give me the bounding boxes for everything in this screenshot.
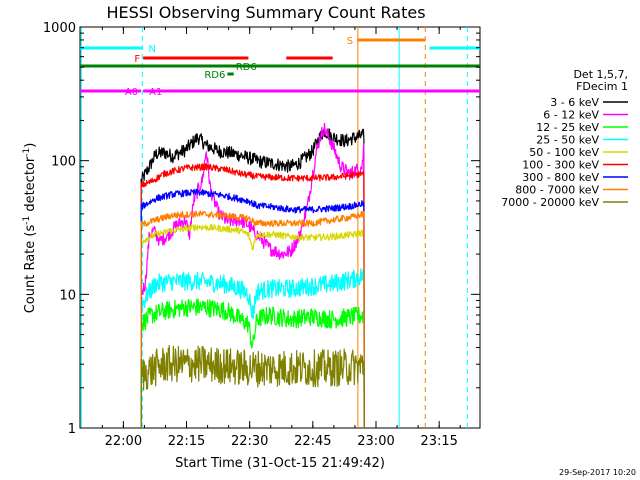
top-bar-label: F (134, 54, 140, 65)
y-axis-label-sup: -1 (22, 216, 32, 225)
y-axis-label-sup-2: -1 (22, 148, 32, 157)
legend-entry-label: 3 - 6 keV (550, 96, 599, 109)
legend-header-line: Det 1,5,7, (573, 68, 628, 81)
top-bar-label: A1 (149, 87, 162, 98)
y-axis-ticks: 1 10 100 1000 (43, 21, 480, 437)
series-line (140, 223, 365, 429)
legend-entry-label: 6 - 12 keV (543, 109, 599, 122)
legend-header-line: FDecim 1 (576, 80, 628, 93)
y-tick-label: 100 (51, 155, 76, 170)
series-lines (140, 122, 365, 429)
y-tick-label: 1 (68, 422, 76, 437)
legend-entry-label: 7000 - 20000 keV (501, 196, 599, 209)
x-tick-label: 22:30 (231, 434, 268, 449)
y-tick-label: 1000 (43, 21, 76, 36)
legend-entry-label: 50 - 100 keV (529, 146, 599, 159)
y-axis-label: Count Rate (s-1 detector-1) (22, 143, 38, 314)
y-axis-label-mid: detector (23, 156, 38, 216)
series-line (140, 210, 365, 429)
y-tick-label: 10 (59, 288, 76, 303)
y-axis-label-prefix: Count Rate (s (23, 225, 38, 314)
top-bar-label: A0 (125, 87, 138, 98)
chart-title: HESSI Observing Summary Count Rates (106, 3, 425, 22)
x-axis-ticks: 22:00 22:15 22:30 22:45 23:00 23:15 (101, 27, 461, 449)
x-axis-label: Start Time (31-Oct-15 21:49:42) (175, 456, 385, 471)
x-tick-label: 22:00 (105, 434, 142, 449)
series-line (140, 128, 365, 429)
legend-entry-label: 300 - 800 keV (522, 171, 599, 184)
top-bar-label: S (347, 36, 353, 47)
x-tick-label: 23:15 (420, 434, 457, 449)
top-bar-label: RD6 (204, 70, 225, 81)
series-line (140, 345, 365, 429)
legend-entry-label: 100 - 300 keV (522, 159, 599, 172)
footer-stamp: 29-Sep-2017 10:20 (559, 468, 636, 477)
series-line (140, 122, 365, 429)
top-bars: N S F RD6 RD6 A0 A1 (80, 36, 480, 98)
x-tick-label: 23:00 (357, 434, 394, 449)
y-axis-label-suffix: ) (23, 143, 38, 148)
plot-border (79, 26, 481, 429)
plot-frame (79, 26, 481, 429)
series-line (140, 162, 365, 429)
series-line (140, 268, 365, 429)
x-tick-label: 22:15 (168, 434, 205, 449)
series-line (140, 298, 365, 429)
legend-entry-label: 800 - 7000 keV (515, 184, 599, 197)
top-bar-label: N (148, 44, 155, 55)
top-bar-label: RD6 (236, 62, 257, 73)
legend-entry-label: 12 - 25 keV (536, 121, 599, 134)
series-line (140, 188, 365, 429)
x-tick-label: 22:45 (294, 434, 331, 449)
legend-entry-label: 25 - 50 keV (536, 134, 599, 147)
